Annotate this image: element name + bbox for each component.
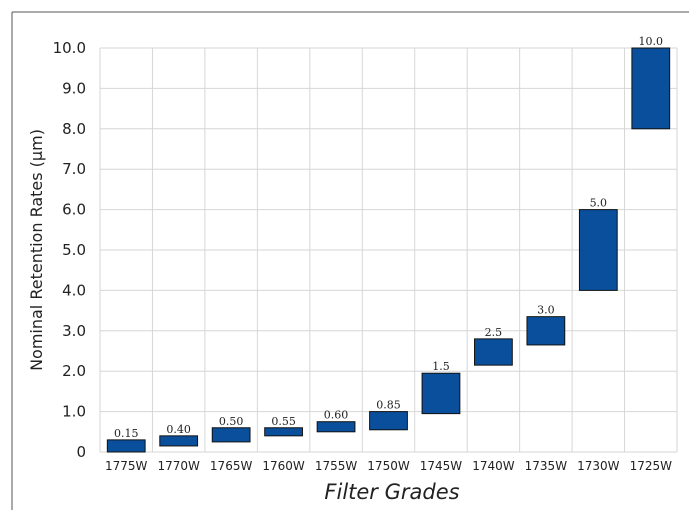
bar-1750W [369,411,408,431]
bar-1760W [264,427,303,437]
x-tick-label-1745W: 1745W [420,459,463,473]
data-label-1725W: 10.0 [639,35,664,48]
data-label-1765W: 0.50 [219,415,244,428]
bar-1755W [316,421,356,433]
y-tick-label: 9.0 [62,79,86,97]
bars: 0.15 0.40 0.50 0.55 0.60 0.85 1.5 2.5 3.0 5.0 10.0 [106,35,671,453]
gridlines [99,47,678,453]
y-tick-label: 1.0 [62,403,86,421]
x-tick-label-1755W: 1755W [315,459,358,473]
x-axis-tick-labels: 1775W 1770W 1765W 1760W 1755W 1750W 1745W 1740W… [105,459,672,473]
bar-1725W [631,47,671,130]
x-tick-label-1765W: 1765W [210,459,253,473]
y-tick-label: 10.0 [53,39,86,57]
y-tick-label: 4.0 [62,281,86,299]
y-tick-label: 7.0 [62,160,86,178]
x-axis-label: Filter Grades [324,480,459,504]
data-label-1770W: 0.40 [166,423,191,436]
y-axis-label: Nominal Retention Rates (µm) [27,129,46,371]
y-tick-label: 0 [76,443,86,461]
bar-1735W [526,316,566,346]
y-tick-label: 8.0 [62,120,86,138]
bar-1765W [211,427,251,443]
bar-1770W [159,435,199,447]
x-tick-label-1735W: 1735W [525,459,568,473]
bar-1745W [421,372,461,415]
data-label-1730W: 5.0 [590,197,608,210]
data-label-1775W: 0.15 [114,427,139,440]
x-tick-label-1750W: 1750W [367,459,410,473]
data-label-1760W: 0.55 [271,415,296,428]
y-tick-label: 5.0 [62,241,86,259]
y-tick-label: 3.0 [62,322,86,340]
bar-1740W [474,338,513,366]
x-tick-label-1775W: 1775W [105,459,148,473]
x-tick-label-1725W: 1725W [630,459,673,473]
bar-1775W [106,439,146,453]
data-label-1735W: 3.0 [537,304,555,317]
x-tick-label-1770W: 1770W [157,459,200,473]
x-tick-label-1760W: 1760W [262,459,305,473]
x-tick-label-1740W: 1740W [472,459,515,473]
bar-1730W [578,209,618,291]
data-label-1755W: 0.60 [324,409,349,422]
y-tick-label: 6.0 [62,201,86,219]
y-tick-label: 2.0 [62,362,86,380]
data-label-1740W: 2.5 [485,326,503,339]
data-label-1745W: 1.5 [432,360,450,373]
data-label-1750W: 0.85 [376,399,401,412]
y-axis-tick-labels: 0 1.0 2.0 3.0 4.0 5.0 6.0 7.0 8.0 9.0 10.0 [53,39,86,461]
x-tick-label-1730W: 1730W [577,459,620,473]
